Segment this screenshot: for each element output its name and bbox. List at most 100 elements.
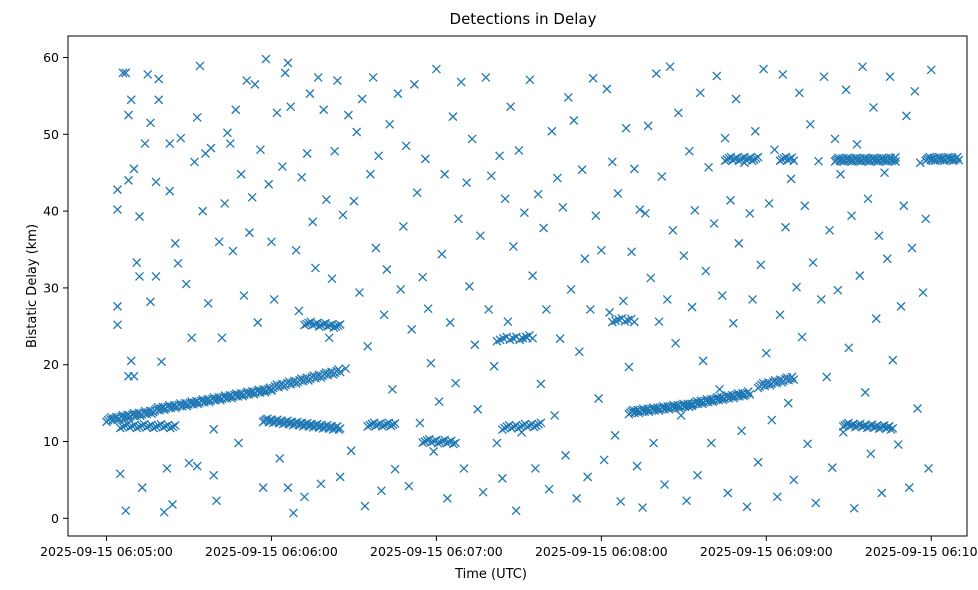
data-point: [673, 108, 683, 118]
data-point: [404, 481, 414, 491]
x-tick-label: 2025-09-15 06:10:00: [865, 544, 978, 559]
data-point: [126, 95, 136, 105]
data-point: [781, 222, 791, 232]
data-point: [651, 69, 661, 79]
data-point: [445, 318, 455, 327]
data-point: [544, 484, 554, 494]
data-point: [319, 105, 329, 115]
data-point: [146, 118, 155, 128]
data-point: [118, 68, 128, 78]
data-point: [555, 334, 565, 344]
data-point: [519, 208, 529, 218]
data-point: [863, 194, 873, 204]
x-tick-label: 2025-09-15 06:09:00: [700, 544, 833, 559]
data-point: [678, 399, 688, 409]
data-point: [379, 310, 389, 320]
data-point: [121, 506, 131, 516]
data-point: [283, 483, 293, 493]
data-point: [124, 175, 133, 185]
data-point: [385, 119, 395, 129]
axes: 0 10 20 30 40 50 60 2025-09-15 06:05:00 2025-09-…: [40, 35, 978, 559]
data-point: [783, 398, 793, 408]
data-point: [396, 284, 406, 294]
data-point: [418, 438, 428, 448]
y-axis-title: Bistatic Delay (km): [25, 224, 40, 348]
data-point: [638, 404, 648, 414]
data-point: [192, 461, 202, 471]
data-point: [415, 418, 425, 428]
data-point: [335, 320, 345, 329]
data-point: [849, 503, 859, 513]
data-point: [495, 151, 505, 161]
y-tick-label: 20: [43, 357, 59, 372]
data-point: [486, 171, 496, 181]
data-point: [209, 424, 219, 434]
data-point: [327, 274, 337, 284]
data-point: [676, 410, 686, 420]
data-point: [242, 76, 252, 86]
data-point: [786, 174, 796, 184]
data-point: [371, 243, 381, 253]
data-point: [541, 304, 551, 314]
data-point: [715, 384, 725, 394]
data-point: [952, 152, 962, 162]
data-point: [354, 288, 364, 297]
data-point: [605, 308, 615, 317]
data-point: [440, 169, 450, 179]
y-tick-label: 0: [51, 511, 59, 526]
data-point: [536, 379, 546, 389]
data-point: [614, 315, 624, 325]
data-point: [550, 410, 560, 420]
data-point: [852, 139, 862, 149]
data-point: [173, 258, 183, 268]
data-point: [115, 423, 125, 433]
data-point: [302, 149, 312, 158]
data-point: [412, 188, 422, 198]
data-point: [530, 463, 540, 473]
data-point: [500, 194, 510, 204]
data-point: [330, 146, 340, 156]
data-point: [717, 291, 727, 301]
data-point: [623, 315, 633, 325]
y-tick-label: 60: [43, 50, 59, 65]
data-point: [429, 447, 439, 456]
data-point: [236, 169, 246, 179]
data-point: [467, 134, 477, 144]
data-point: [563, 92, 573, 102]
data-point: [726, 195, 736, 205]
data-point: [693, 470, 703, 480]
data-point: [357, 94, 367, 104]
data-point: [115, 469, 125, 479]
data-point: [574, 347, 584, 357]
data-point: [176, 133, 186, 143]
data-point: [662, 294, 672, 304]
data-point: [764, 198, 774, 208]
data-point: [866, 449, 876, 459]
data-point: [814, 156, 824, 166]
data-point: [255, 145, 265, 155]
data-point: [198, 206, 208, 216]
data-point: [847, 211, 856, 221]
data-point: [646, 273, 656, 283]
data-point: [390, 418, 400, 428]
data-point: [899, 201, 909, 211]
data-point: [146, 297, 155, 307]
data-point: [787, 372, 797, 382]
data-point: [654, 317, 664, 327]
data-point: [333, 321, 343, 330]
data-point: [858, 62, 867, 72]
data-point: [335, 472, 345, 482]
data-point: [869, 102, 878, 112]
data-point: [743, 387, 753, 397]
data-point: [827, 463, 837, 473]
data-point: [800, 201, 810, 211]
data-point: [745, 208, 755, 218]
data-point: [124, 110, 133, 120]
data-point: [808, 258, 818, 268]
data-point: [211, 496, 221, 506]
data-point: [577, 165, 587, 175]
data-point: [310, 263, 320, 273]
data-point: [135, 271, 144, 281]
data-point: [225, 139, 235, 148]
data-point: [620, 316, 630, 326]
